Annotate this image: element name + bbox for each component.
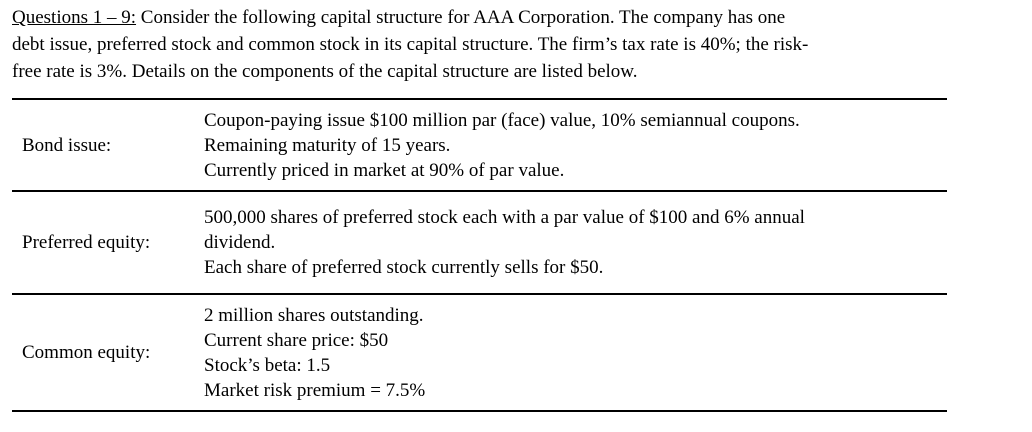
- capital-structure-table: Bond issue: Coupon-paying issue $100 mil…: [12, 98, 947, 412]
- intro-line-1: Questions 1 – 9: Consider the following …: [12, 4, 1017, 31]
- preferred-line: Each share of preferred stock currently …: [204, 257, 604, 278]
- intro-line-1-text: Consider the following capital structure…: [136, 7, 786, 28]
- common-line: Current share price: $50: [204, 329, 389, 351]
- row-desc-bond: Coupon-paying issue $100 million par (fa…: [204, 108, 947, 183]
- intro-line-3: free rate is 3%. Details on the componen…: [12, 61, 638, 82]
- row-desc-preferred: 500,000 shares of preferred stock each w…: [204, 205, 947, 280]
- bond-line: Currently priced in market at 90% of par…: [204, 159, 565, 181]
- row-label-common: Common equity:: [22, 342, 151, 363]
- common-line: Market risk premium = 7.5%: [204, 379, 426, 401]
- row-divider: [12, 190, 947, 192]
- table-top-rule: [12, 98, 947, 100]
- table-bottom-rule: [12, 410, 947, 412]
- bond-line: Remaining maturity of 15 years.: [204, 134, 451, 156]
- table-row-bond: Bond issue: Coupon-paying issue $100 mil…: [12, 100, 947, 190]
- row-desc-common: 2 million shares outstanding. Current sh…: [204, 303, 947, 403]
- question-label: Questions 1 – 9:: [12, 7, 137, 28]
- row-label-bond: Bond issue:: [22, 134, 112, 156]
- table-row-common: Common equity: 2 million shares outstand…: [12, 295, 947, 410]
- row-divider: [12, 293, 947, 295]
- preferred-line: dividend.: [204, 232, 276, 253]
- intro-line-2: debt issue, preferred stock and common s…: [12, 34, 809, 55]
- question-intro: Questions 1 – 9: Consider the following …: [12, 4, 1017, 85]
- row-label-preferred: Preferred equity:: [22, 232, 151, 253]
- preferred-line: 500,000 shares of preferred stock each w…: [204, 207, 805, 228]
- common-line: 2 million shares outstanding.: [204, 304, 424, 326]
- table-row-preferred: Preferred equity: 500,000 shares of pref…: [12, 192, 947, 293]
- bond-line: Coupon-paying issue $100 million par (fa…: [204, 109, 800, 131]
- common-line: Stock’s beta: 1.5: [204, 354, 331, 376]
